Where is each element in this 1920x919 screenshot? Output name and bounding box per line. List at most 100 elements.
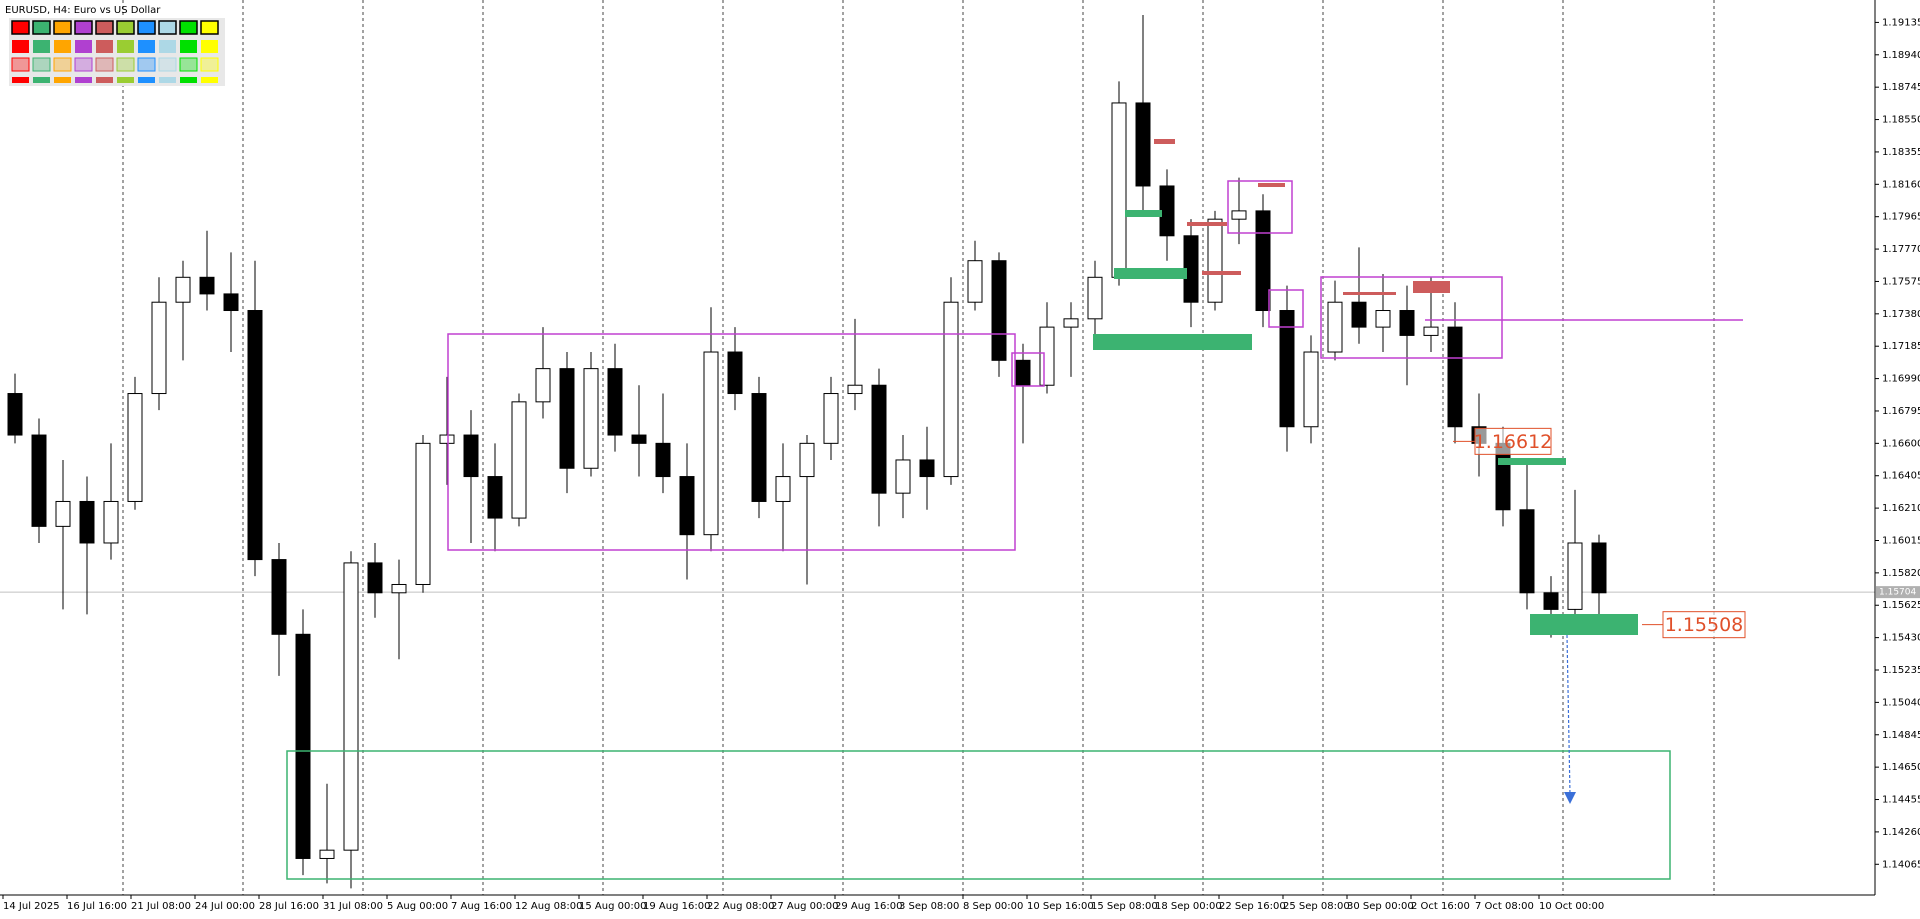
candle-body <box>1351 301 1367 328</box>
swatch <box>158 57 177 72</box>
x-tick-label: 29 Aug 16:00 <box>835 901 902 912</box>
swatch <box>74 20 93 35</box>
y-tick-label: 1.17575 <box>1882 276 1920 287</box>
x-tick-label: 18 Sep 00:00 <box>1155 901 1222 912</box>
candle-body <box>1135 102 1151 187</box>
swatch <box>96 77 113 83</box>
candle-body <box>967 260 983 303</box>
swatch <box>138 40 155 53</box>
candle-body <box>1375 310 1391 328</box>
candle-body <box>1543 592 1559 610</box>
price-label-box <box>1662 611 1746 639</box>
candle-body <box>1519 509 1535 594</box>
y-tick-label: 1.15625 <box>1882 600 1920 611</box>
swatch <box>75 77 92 83</box>
x-tick-label: 25 Sep 08:00 <box>1283 901 1350 912</box>
swatch <box>180 77 197 83</box>
support-block <box>1093 334 1252 350</box>
y-tick-label: 1.17380 <box>1882 309 1920 320</box>
swatch <box>200 57 219 72</box>
candle-body <box>7 393 23 436</box>
arrow-head <box>1564 792 1576 804</box>
zones <box>447 180 1743 551</box>
candle-body <box>367 562 383 594</box>
x-tick-label: 10 Sep 16:00 <box>1027 901 1094 912</box>
resistance-block <box>1413 281 1450 293</box>
y-tick-label: 1.15430 <box>1882 633 1920 644</box>
candle-body <box>1039 326 1055 386</box>
swatch <box>32 20 51 35</box>
candle-body <box>559 368 575 469</box>
resistance-blocks <box>1154 139 1450 295</box>
x-tick-label: 19 Aug 16:00 <box>643 901 710 912</box>
candle-body <box>319 849 335 859</box>
y-tick-label: 1.18940 <box>1882 50 1920 61</box>
swatch <box>11 57 30 72</box>
x-tick-label: 30 Sep 00:00 <box>1347 901 1414 912</box>
swatch <box>74 57 93 72</box>
swatch <box>117 77 134 83</box>
candle-body <box>991 260 1007 361</box>
candle-body <box>1567 542 1583 610</box>
candle-body <box>223 293 239 312</box>
swatch <box>53 20 72 35</box>
swatch <box>117 40 134 53</box>
swatch <box>95 57 114 72</box>
y-tick-label: 1.17965 <box>1882 212 1920 223</box>
y-tick-label: 1.16795 <box>1882 406 1920 417</box>
x-tick-label: 27 Aug 00:00 <box>771 901 838 912</box>
last-price-tag <box>1876 586 1920 599</box>
y-tick-label: 1.16405 <box>1882 471 1920 482</box>
swatch <box>53 57 72 72</box>
zone-box <box>447 333 1016 551</box>
candle-body <box>439 434 455 444</box>
y-tick-label: 1.14455 <box>1882 795 1920 806</box>
candle-body <box>511 401 527 519</box>
x-tick-label: 15 Aug 00:00 <box>579 901 646 912</box>
x-tick-label: 22 Sep 16:00 <box>1219 901 1286 912</box>
swatch <box>137 20 156 35</box>
y-tick-label: 1.15235 <box>1882 665 1920 676</box>
candle-body <box>175 276 191 303</box>
candle-body <box>919 459 935 478</box>
y-tick-label: 1.16015 <box>1882 535 1920 546</box>
candles <box>7 14 1607 889</box>
swatch <box>158 20 177 35</box>
resistance-block <box>1258 183 1285 187</box>
support-block <box>1530 614 1638 635</box>
y-tick-label: 1.14845 <box>1882 730 1920 741</box>
y-tick-label: 1.19135 <box>1882 17 1920 28</box>
chart-title: EURUSD, H4: Euro vs US Dollar <box>5 5 161 16</box>
candle-body <box>391 583 407 594</box>
y-tick-label: 1.14650 <box>1882 762 1920 773</box>
candle-body <box>1111 102 1127 278</box>
y-tick-label: 1.17770 <box>1882 244 1920 255</box>
x-tick-label: 28 Jul 16:00 <box>259 901 319 912</box>
swatch <box>11 20 30 35</box>
y-tick-label: 1.18550 <box>1882 115 1920 126</box>
support-blocks <box>1093 210 1638 635</box>
swatch <box>75 40 92 53</box>
candle-body <box>295 633 311 859</box>
zone-box <box>1227 180 1293 234</box>
candle-body <box>751 393 767 502</box>
x-tick-label: 12 Aug 08:00 <box>515 901 582 912</box>
candle-body <box>1159 185 1175 237</box>
swatch <box>116 20 135 35</box>
candle-body <box>1447 326 1463 428</box>
swatch <box>33 77 50 83</box>
x-tick-label: 7 Aug 16:00 <box>451 901 512 912</box>
candle-body <box>151 301 167 395</box>
swatch <box>201 40 218 53</box>
x-tick-label: 31 Jul 08:00 <box>323 901 383 912</box>
candle-body <box>895 459 911 494</box>
y-tick-label: 1.14260 <box>1882 827 1920 838</box>
last-price-label: 1.15704 <box>1879 588 1916 598</box>
x-tick-label: 21 Jul 08:00 <box>131 901 191 912</box>
x-tick-label: 14 Jul 2025 <box>3 901 60 912</box>
candle-body <box>55 500 71 527</box>
candle-body <box>727 351 743 395</box>
candle-body <box>823 393 839 444</box>
axes: 1.19135 1.18940 1.18745 1.18550 1.18355 1.181… <box>2 17 1920 912</box>
x-tick-label: 22 Aug 08:00 <box>707 901 774 912</box>
